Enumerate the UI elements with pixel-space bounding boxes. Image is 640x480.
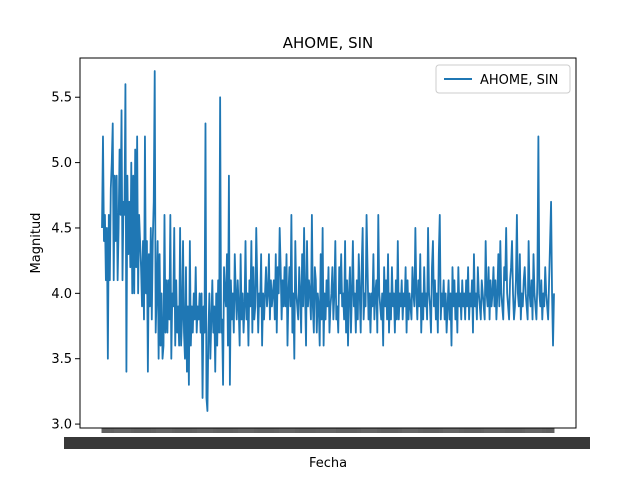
y-tick-label: 4.5 bbox=[51, 221, 72, 236]
y-axis-label: Magnitud bbox=[29, 213, 44, 274]
series-line bbox=[101, 70, 555, 412]
legend-label: AHOME, SIN bbox=[480, 73, 558, 88]
x-axis-ticks bbox=[64, 428, 590, 449]
legend-box bbox=[435, 64, 571, 94]
chart-title: AHOME, SIN bbox=[283, 34, 373, 52]
plot-area bbox=[101, 70, 555, 412]
x-tick-labels-overlap bbox=[64, 437, 590, 449]
legend: AHOME, SIN bbox=[435, 64, 571, 94]
x-axis-label: Fecha bbox=[309, 456, 347, 471]
y-tick-label: 4.0 bbox=[51, 287, 72, 302]
y-tick-label: 3.0 bbox=[51, 418, 72, 433]
y-tick-label: 5.5 bbox=[51, 91, 72, 106]
y-tick-label: 5.0 bbox=[51, 156, 72, 171]
axes-frame bbox=[79, 57, 577, 429]
y-axis-ticks: 3.0 3.5 4.0 4.5 5.0 5.5 bbox=[51, 91, 80, 433]
y-tick-label: 3.5 bbox=[51, 352, 72, 367]
